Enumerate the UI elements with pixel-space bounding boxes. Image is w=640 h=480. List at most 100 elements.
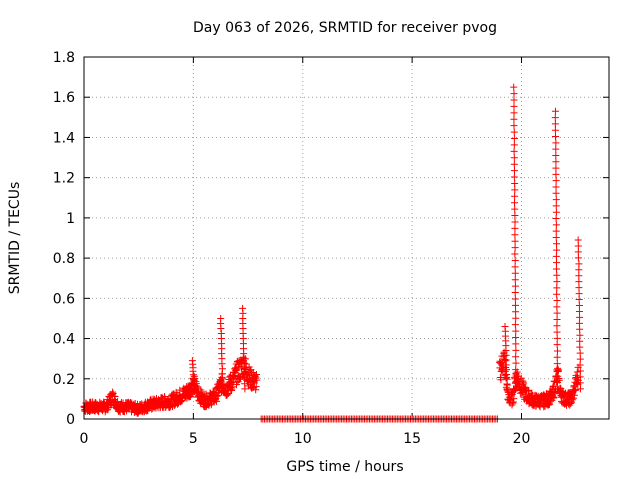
data-point xyxy=(510,160,518,168)
data-point xyxy=(512,366,520,374)
data-point xyxy=(553,322,561,330)
data-point xyxy=(553,360,561,368)
data-point xyxy=(552,252,560,260)
data-point xyxy=(553,315,561,323)
data-point xyxy=(575,278,583,286)
plot-frame xyxy=(83,56,610,420)
data-point xyxy=(553,347,561,355)
data-point xyxy=(510,154,518,162)
grid-layer xyxy=(84,57,609,419)
data-point xyxy=(510,141,518,149)
data-point xyxy=(512,378,520,386)
data-point xyxy=(553,353,561,361)
data-point xyxy=(501,357,509,365)
x-axis-title: GPS time / hours xyxy=(286,459,403,475)
data-point xyxy=(551,120,559,128)
data-point xyxy=(511,231,519,239)
data-point xyxy=(576,367,584,375)
data-point xyxy=(552,177,560,185)
data-point xyxy=(512,346,520,354)
data-point xyxy=(553,284,561,292)
data-point xyxy=(511,179,519,187)
data-point xyxy=(552,170,560,178)
ticks-layer: 0 0.2 0.4 0.6 0.8 1 1.2 1.4 1.6 1.8 0 5 10 15 20 xyxy=(53,50,609,447)
data-point xyxy=(553,341,561,349)
data-point xyxy=(570,394,578,402)
data-point xyxy=(576,337,584,345)
data-point xyxy=(554,385,562,393)
data-point xyxy=(510,109,518,117)
data-point xyxy=(511,244,519,252)
data-point xyxy=(511,237,519,245)
data-point xyxy=(229,383,237,391)
data-point xyxy=(576,313,584,321)
data-point xyxy=(511,269,519,277)
data-point xyxy=(191,385,199,393)
data-point xyxy=(510,83,518,91)
data-point xyxy=(552,133,560,141)
data-point xyxy=(510,96,518,104)
data-point xyxy=(576,361,584,369)
data-point xyxy=(501,355,509,363)
x-tick-label: 0 xyxy=(80,431,89,447)
data-point xyxy=(553,246,561,254)
data-point xyxy=(574,254,582,262)
data-point xyxy=(497,376,505,384)
data-point xyxy=(510,115,518,123)
data-point xyxy=(511,224,519,232)
data-point xyxy=(511,186,519,194)
data-point xyxy=(511,282,519,290)
data-point xyxy=(569,396,577,404)
data-point xyxy=(510,90,518,98)
data-point xyxy=(553,259,561,267)
data-point xyxy=(574,248,582,256)
data-point xyxy=(511,205,519,213)
data-point xyxy=(576,325,584,333)
data-point xyxy=(253,376,261,384)
data-point xyxy=(552,233,560,241)
data-point xyxy=(550,393,558,401)
y-tick-label: 0 xyxy=(66,412,75,428)
data-point xyxy=(511,289,519,297)
y-tick-label: 1.8 xyxy=(53,50,75,66)
data-point xyxy=(553,297,561,305)
data-point xyxy=(519,377,527,385)
data-point xyxy=(512,308,520,316)
data-point xyxy=(575,260,583,268)
data-point xyxy=(223,390,231,398)
data-point xyxy=(552,151,560,159)
data-point xyxy=(219,385,227,393)
data-point xyxy=(252,386,260,394)
data-point xyxy=(511,250,519,258)
x-tick-label: 10 xyxy=(294,431,312,447)
x-tick-label: 5 xyxy=(189,431,198,447)
data-point xyxy=(512,327,520,335)
data-point xyxy=(576,373,584,381)
data-point xyxy=(511,199,519,207)
data-point xyxy=(553,303,561,311)
data-point xyxy=(232,366,240,374)
y-tick-label: 0.4 xyxy=(53,332,75,348)
data-point xyxy=(511,276,519,284)
data-point xyxy=(554,372,562,380)
data-point xyxy=(512,353,520,361)
data-point xyxy=(511,192,519,200)
data-point xyxy=(109,388,117,396)
data-point xyxy=(552,208,560,216)
data-point xyxy=(575,284,583,292)
data-point xyxy=(575,319,583,327)
data-point xyxy=(510,395,518,403)
x-tick-label: 20 xyxy=(513,431,531,447)
data-point xyxy=(511,263,519,271)
data-point xyxy=(552,183,560,191)
data-point xyxy=(575,272,583,280)
data-point xyxy=(553,334,561,342)
data-point xyxy=(576,385,584,393)
data-point xyxy=(511,218,519,226)
data-point xyxy=(249,378,257,386)
data-point xyxy=(517,374,525,382)
data-point xyxy=(512,314,520,322)
data-point xyxy=(510,147,518,155)
data-point xyxy=(511,295,519,303)
data-point xyxy=(553,366,561,374)
